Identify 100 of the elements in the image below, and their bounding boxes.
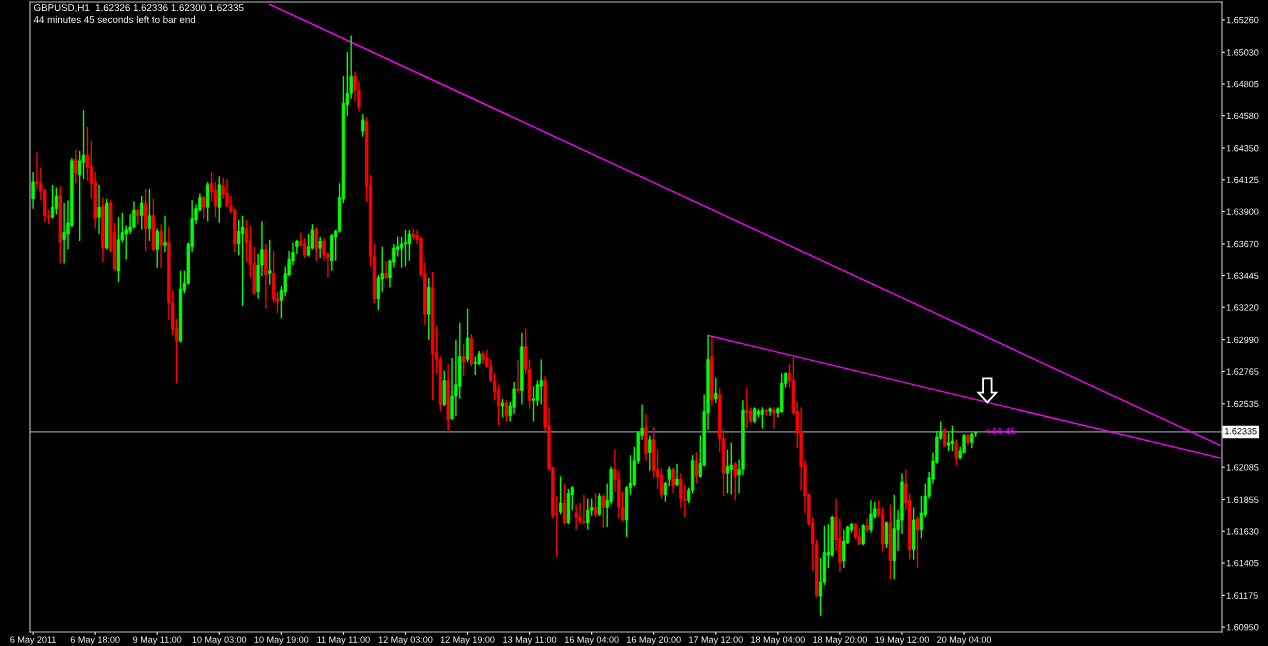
- candlestick: [314, 226, 318, 262]
- y-tick-label: 1.64350: [1226, 145, 1259, 152]
- candlestick: [81, 109, 86, 180]
- y-tick-label: 1.63445: [1226, 272, 1259, 279]
- x-tick-label: 12 May 03:00: [378, 636, 433, 645]
- candlestick: [31, 171, 35, 210]
- candlestick: [217, 175, 221, 224]
- candlestick: [597, 492, 602, 517]
- x-tick-label: 10 May 03:00: [192, 636, 247, 645]
- y-tick-label: 1.63670: [1226, 240, 1259, 248]
- candlestick: [62, 202, 66, 265]
- candlestick: [306, 233, 311, 258]
- candlestick: [667, 465, 671, 487]
- candlestick: [244, 219, 249, 263]
- x-tick-label: 6 May 2011: [10, 636, 56, 645]
- candlestick: [147, 188, 152, 242]
- x-tick-label: 18 May 04:00: [751, 636, 805, 645]
- candlestick: [946, 431, 951, 452]
- candlestick: [54, 186, 59, 215]
- candlestick: [539, 358, 543, 406]
- candlestick: [558, 475, 563, 516]
- candlestick: [74, 148, 78, 185]
- candlestick: [663, 481, 668, 503]
- candlestick: [155, 227, 159, 269]
- chart-title: GBPUSD,H1 1.62326 1.62336 1.62300 1.62335: [34, 4, 244, 13]
- candlestick: [962, 433, 966, 455]
- candlestick: [942, 427, 947, 448]
- y-tick-label: 1.61175: [1226, 592, 1258, 599]
- candlestick: [586, 498, 590, 531]
- candlestick: [132, 200, 136, 230]
- candlestick: [772, 406, 776, 430]
- candlestick: [729, 441, 733, 496]
- x-tick-label: 18 May 20:00: [813, 636, 867, 645]
- candlestick: [50, 184, 55, 220]
- candlestick: [531, 385, 536, 423]
- candlestick: [403, 229, 408, 268]
- y-tick-label: 1.61405: [1226, 559, 1259, 567]
- candlestick: [919, 495, 924, 540]
- candlestick: [516, 358, 520, 394]
- y-tick-label: 1.63900: [1226, 208, 1259, 215]
- candlestick: [694, 451, 699, 485]
- candlestick: [159, 223, 163, 269]
- candlestick: [593, 492, 598, 518]
- candlestick: [675, 462, 679, 487]
- candlestick: [268, 238, 272, 286]
- candlestick: [376, 274, 380, 311]
- y-tick-label: 1.62535: [1226, 400, 1259, 408]
- text: 44 minutes 45 seconds left to bar end: [33, 15, 196, 23]
- x-tick-label: 16 May 20:00: [627, 636, 681, 645]
- candlestick: [869, 499, 873, 534]
- x-tick-label: 13 May 11:00: [503, 636, 557, 645]
- x-tick-label: 10 May 19:00: [254, 636, 309, 645]
- candlestick: [384, 260, 388, 280]
- candlestick: [954, 439, 958, 466]
- candlestick: [202, 195, 206, 220]
- candlestick: [361, 113, 365, 138]
- candlestick: [465, 307, 470, 363]
- candlestick: [318, 236, 322, 259]
- candlestick: [496, 384, 501, 427]
- candlestick: [648, 434, 652, 472]
- candlestick: [140, 195, 144, 231]
- candlestick: [163, 215, 167, 254]
- candlestick: [240, 215, 245, 307]
- candlestick: [302, 237, 307, 259]
- x-tick-label: 11 May 11:00: [317, 636, 370, 645]
- candlestick: [504, 399, 508, 423]
- candlestick: [915, 515, 920, 569]
- candlestick: [745, 386, 749, 430]
- x-tick-label: 6 May 18:00: [70, 636, 120, 645]
- candlestick: [733, 461, 737, 501]
- y-tick-label: 1.62765: [1226, 368, 1259, 375]
- y-tick-label: 1.62085: [1226, 464, 1259, 471]
- candlestick: [97, 184, 101, 235]
- candlestick: [473, 355, 477, 376]
- candlestick: [884, 520, 889, 549]
- candlestick: [574, 503, 578, 531]
- candlestick: [213, 181, 218, 218]
- candlestick: [601, 493, 605, 528]
- candlestick: [725, 448, 730, 494]
- x-tick-label: 19 May 12:00: [875, 636, 929, 645]
- candlestick: [714, 377, 718, 404]
- y-tick-label: 1.63220: [1226, 304, 1259, 311]
- candlestick: [562, 482, 567, 525]
- x-tick-label: 12 May 19:00: [440, 636, 495, 645]
- x-tick-label: 17 May 12:00: [689, 636, 743, 645]
- y-tick-label: 1.65030: [1226, 49, 1259, 56]
- candlestick: [500, 398, 505, 418]
- x-tick-label: 20 May 04:00: [937, 636, 992, 645]
- annotation: <44:45: [985, 427, 1015, 435]
- y-tick-label: 1.64580: [1226, 112, 1259, 120]
- candlestick: [442, 369, 446, 407]
- candlestick: [671, 467, 675, 494]
- candlestick: [582, 493, 586, 525]
- candlestick: [209, 171, 214, 203]
- candlestick: [659, 467, 664, 500]
- y-tick-label: 1.64805: [1226, 80, 1259, 88]
- y-tick-label: 1.61855: [1226, 496, 1259, 503]
- x-tick-label: 9 May 11:00: [133, 636, 182, 645]
- y-tick-label: 1.64125: [1226, 176, 1259, 184]
- y-tick-label: 1.60950: [1226, 624, 1259, 631]
